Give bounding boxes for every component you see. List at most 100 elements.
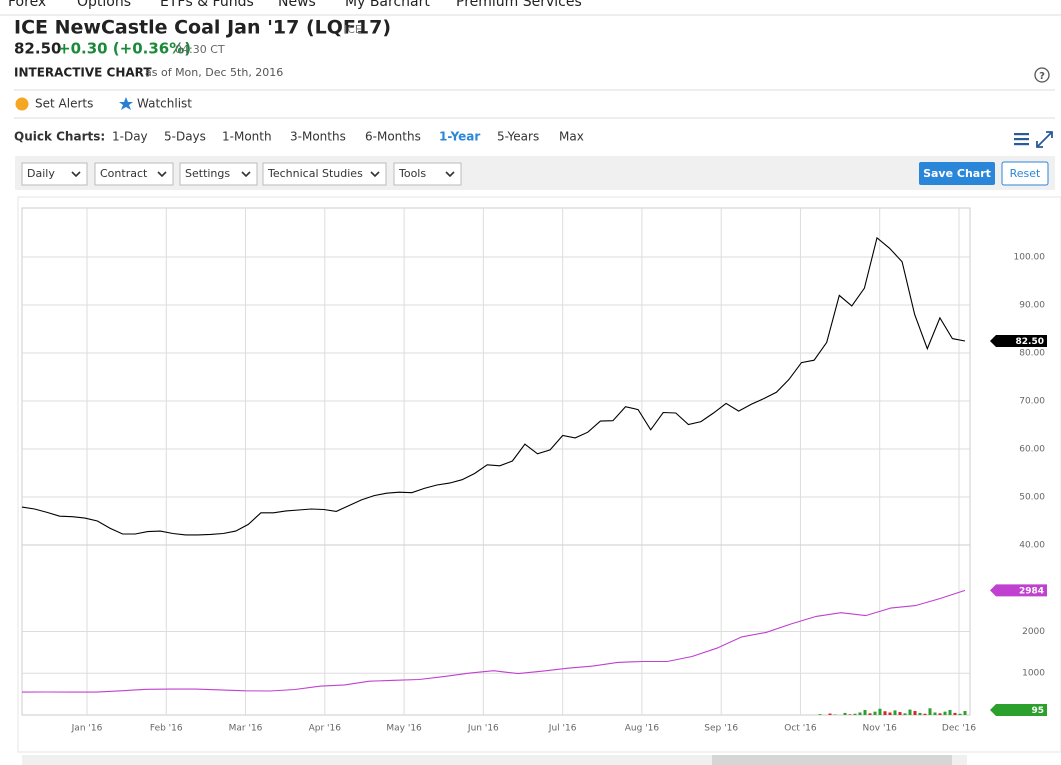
dropdown[interactable] xyxy=(179,162,258,186)
dropdown-caret xyxy=(241,171,251,178)
help-icon[interactable] xyxy=(1034,67,1050,83)
volume-bar xyxy=(843,712,847,715)
volume-bar xyxy=(863,709,867,715)
price: 82.50 xyxy=(14,40,61,58)
dropdown-caret xyxy=(370,171,380,178)
nav-item[interactable]: Options xyxy=(77,0,131,10)
quick-charts-label: Quick Charts: xyxy=(14,130,105,144)
dropdown-label: Technical Studies xyxy=(267,167,363,180)
plot-area xyxy=(21,544,971,716)
volume-bar xyxy=(928,708,932,715)
x-tick-label: Jan '16 xyxy=(71,724,103,734)
expand-icon[interactable] xyxy=(1036,131,1053,148)
last-value-label: 95 xyxy=(1031,706,1044,716)
dropdown[interactable] xyxy=(393,162,462,186)
volume-bar xyxy=(828,713,832,715)
volume-bar xyxy=(818,714,822,715)
star-icon xyxy=(119,97,133,110)
as-of: as of Mon, Dec 5th, 2016 xyxy=(145,66,283,79)
volume-bar xyxy=(918,712,922,715)
y-tick-label: 70.00 xyxy=(1019,396,1045,406)
save-text: Save Chart xyxy=(923,167,991,180)
volume-bar xyxy=(858,712,862,715)
last-value-label: 82.50 xyxy=(1016,337,1044,347)
x-tick-label: Feb '16 xyxy=(150,724,183,734)
quick-chart-option[interactable]: 3-Months xyxy=(290,130,346,144)
reset-button[interactable] xyxy=(1001,161,1049,186)
nav-item[interactable]: My Barchart xyxy=(345,0,430,10)
scroll-thumb[interactable] xyxy=(712,755,952,765)
y-tick-label: 40.00 xyxy=(1019,541,1045,551)
quick-chart-option[interactable]: Max xyxy=(559,130,584,144)
volume-bar xyxy=(948,709,952,715)
y-tick-label: 1000 xyxy=(1022,669,1045,679)
menu-bar xyxy=(1014,133,1029,136)
nav-item[interactable]: Premium Services xyxy=(456,0,582,10)
volume-bar xyxy=(938,713,942,715)
y-tick-label: 50.00 xyxy=(1019,492,1045,502)
dropdown-caret xyxy=(445,171,455,178)
last-value-box xyxy=(990,334,1047,347)
volume-bar xyxy=(963,711,967,715)
y-tick-label: 100.00 xyxy=(1014,252,1046,262)
x-tick-label: Jul '16 xyxy=(548,724,577,734)
y-tick-label: 2000 xyxy=(1022,627,1045,637)
chart-label: INTERACTIVE CHART xyxy=(14,66,152,80)
volume-bar xyxy=(878,708,882,715)
help-text: ? xyxy=(1039,71,1045,82)
x-tick-label: Mar '16 xyxy=(229,724,263,734)
dropdown[interactable] xyxy=(94,162,174,186)
volume-bar xyxy=(903,713,907,715)
quick-chart-option[interactable]: 5-Years xyxy=(497,130,539,144)
dropdown-caret xyxy=(71,171,81,178)
nav-item[interactable]: Forex xyxy=(8,0,46,10)
series-line xyxy=(21,236,966,536)
quick-chart-option[interactable]: 1-Month xyxy=(222,130,272,144)
title: ICE NewCastle Coal Jan '17 (LQF17) xyxy=(14,17,391,39)
menu-icon[interactable] xyxy=(1014,133,1029,146)
save-button[interactable] xyxy=(919,162,995,185)
menu-bar xyxy=(1014,138,1029,141)
quick-chart-option[interactable]: 1-Year xyxy=(439,130,480,144)
quick-chart-option[interactable]: 6-Months xyxy=(365,130,421,144)
reset-text: Reset xyxy=(1010,167,1041,180)
volume-bar xyxy=(923,713,927,715)
volume-bar xyxy=(943,711,947,715)
x-tick-label: May '16 xyxy=(386,724,422,734)
exchange: ICE xyxy=(344,23,362,36)
volume-bar xyxy=(908,709,912,715)
last-value-box xyxy=(990,704,1047,716)
volume-bar xyxy=(888,712,892,715)
x-tick-label: Dec '16 xyxy=(942,724,976,734)
dropdown-label: Daily xyxy=(27,167,55,180)
last-value-label: 2984 xyxy=(1019,586,1044,596)
x-tick-label: Aug '16 xyxy=(625,724,660,734)
volume-bar xyxy=(893,710,897,715)
scrollbar[interactable] xyxy=(22,755,967,765)
menu-bar xyxy=(1014,143,1029,146)
dropdown[interactable] xyxy=(262,162,387,186)
chart-frame xyxy=(17,196,1061,753)
nav-item[interactable]: News xyxy=(278,0,316,10)
x-tick-label: Oct '16 xyxy=(784,724,817,734)
dropdown-label: Tools xyxy=(398,167,426,180)
x-tick-label: Jun '16 xyxy=(467,724,499,734)
volume-bar xyxy=(883,711,887,715)
volume-bar xyxy=(848,714,852,715)
change: +0.30 (+0.36%) xyxy=(58,40,191,58)
y-tick-label: 80.00 xyxy=(1019,348,1045,358)
nav-item[interactable]: ETFs & Funds xyxy=(160,0,254,10)
volume-bar xyxy=(953,712,957,715)
watchlist[interactable]: Watchlist xyxy=(137,97,192,111)
volume-bar xyxy=(873,711,877,715)
alert-icon xyxy=(15,97,29,111)
x-tick-label: Sep '16 xyxy=(704,724,738,734)
x-tick-label: Nov '16 xyxy=(863,724,898,734)
y-tick-label: 60.00 xyxy=(1019,444,1045,454)
quick-chart-option[interactable]: 5-Days xyxy=(164,130,206,144)
volume-bar xyxy=(868,713,872,715)
volume-bar xyxy=(898,712,902,715)
quick-chart-option[interactable]: 1-Day xyxy=(112,130,148,144)
set-alerts[interactable]: Set Alerts xyxy=(35,97,93,111)
dropdown[interactable] xyxy=(21,162,88,186)
